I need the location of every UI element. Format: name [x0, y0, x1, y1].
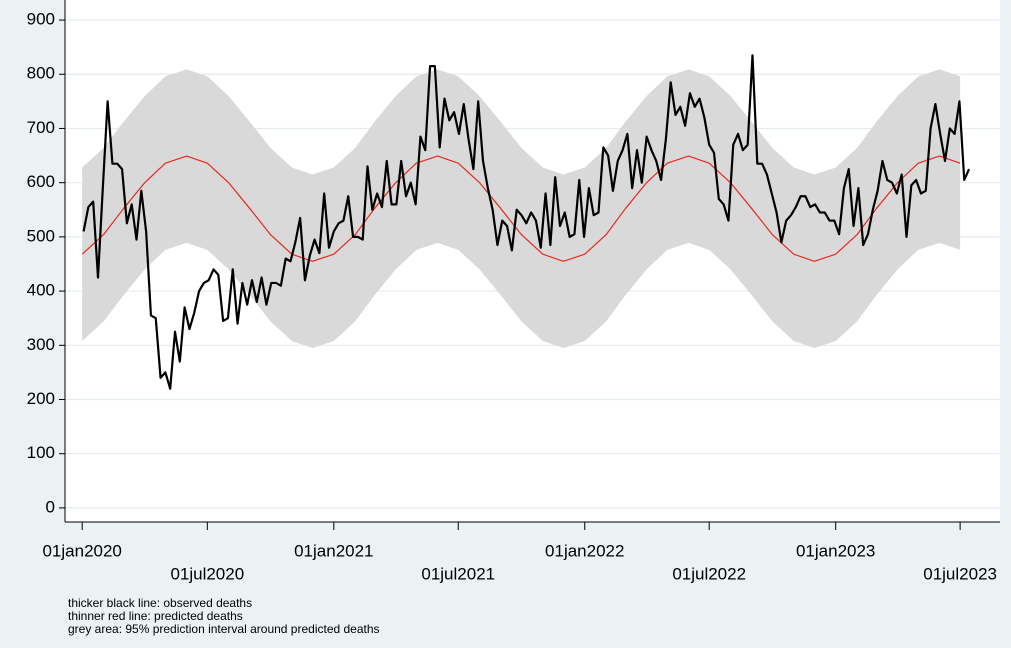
y-tick-label: 100 [27, 443, 55, 462]
x-tick-label: 01jul2020 [170, 564, 244, 583]
observed-line [82, 54, 971, 390]
y-tick-label: 200 [27, 389, 55, 408]
x-tick-label: 01jan2021 [294, 541, 373, 560]
y-tick-label: 500 [27, 226, 55, 245]
x-tick-label: 01jan2020 [42, 541, 121, 560]
notes: thicker black line: observed deaths thin… [68, 596, 380, 636]
y-tick-label: 400 [27, 281, 55, 300]
x-tick-label: 01jul2022 [672, 564, 746, 583]
y-tick-label: 800 [27, 64, 55, 83]
y-tick-label: 300 [27, 335, 55, 354]
y-tick-label: 600 [27, 172, 55, 191]
note: thinner red line: predicted deaths [68, 609, 243, 623]
y-tick-label: 700 [27, 118, 55, 137]
x-tick-label: 01jul2021 [421, 564, 495, 583]
y-tick-label: 0 [46, 497, 55, 516]
x-tick-label: 01jul2023 [923, 564, 997, 583]
y-tick-label: 900 [27, 10, 55, 29]
predicted-line [81, 155, 961, 262]
x-tick-label: 01jan2023 [796, 541, 875, 560]
x-tick-label: 01jan2022 [545, 541, 624, 560]
note: thicker black line: observed deaths [68, 596, 252, 610]
note: grey area: 95% prediction interval aroun… [68, 622, 380, 636]
